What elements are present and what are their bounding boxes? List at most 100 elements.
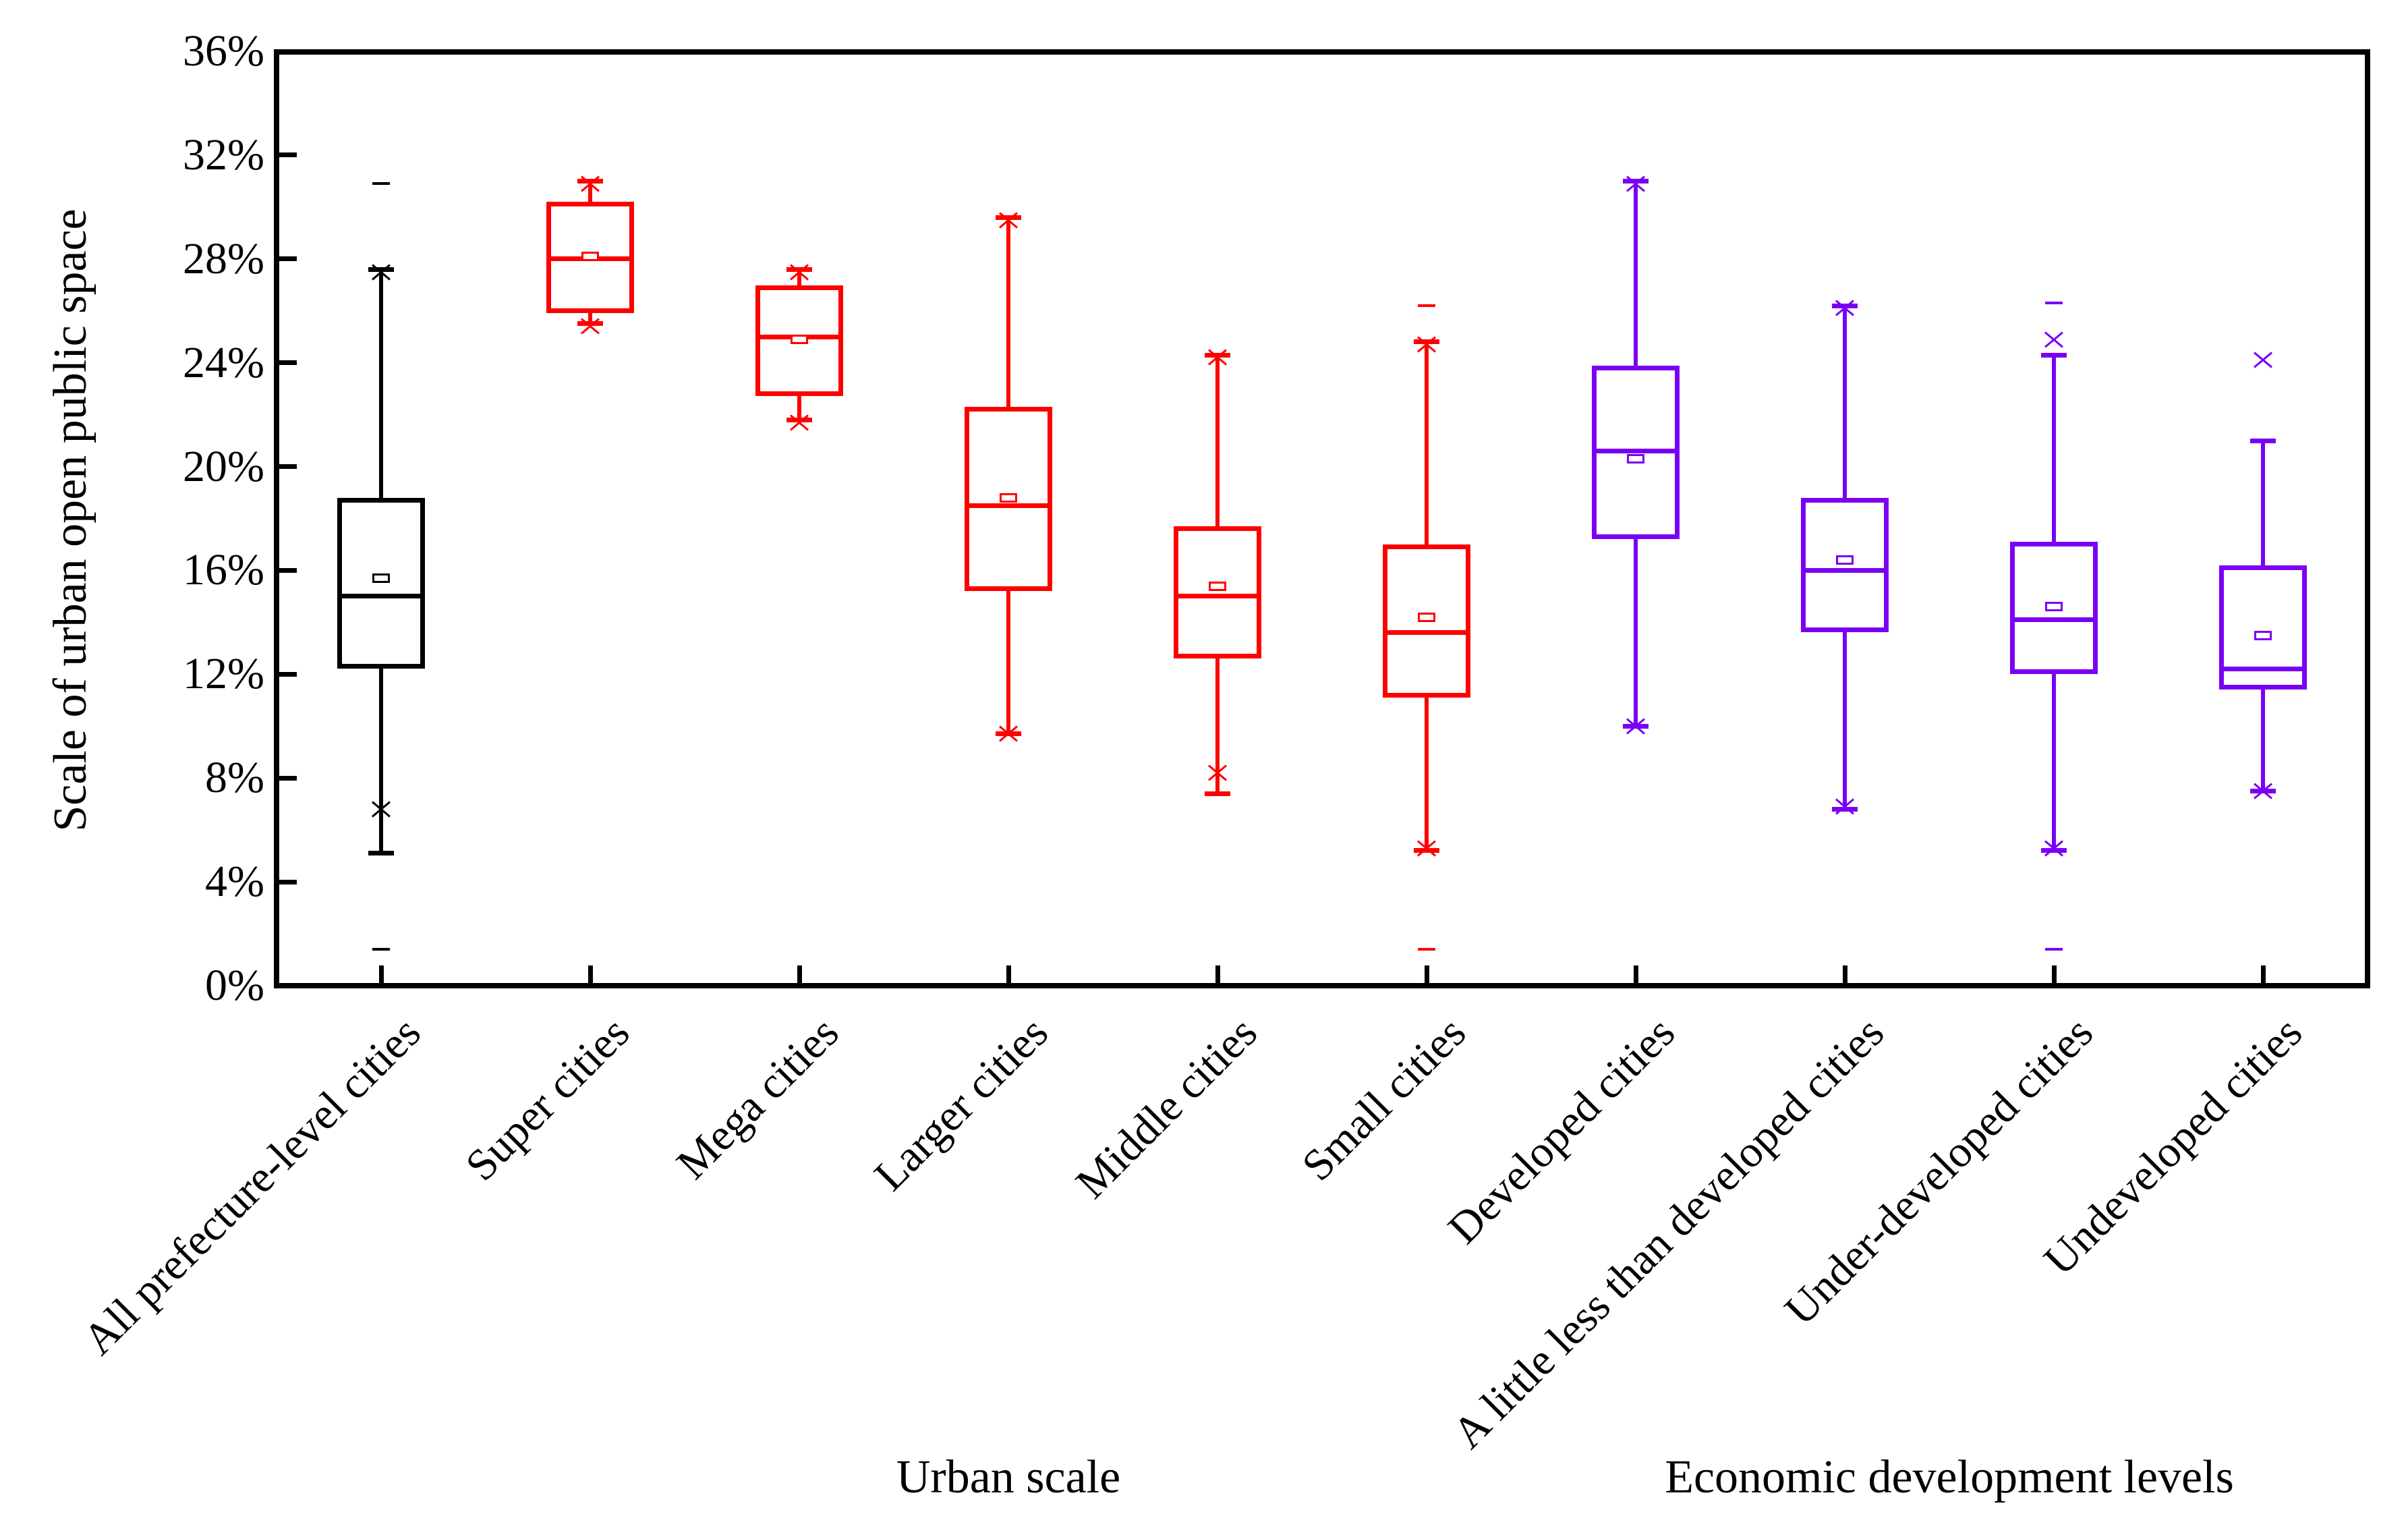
mean-marker-super-cities <box>581 251 599 261</box>
whisker-lower-under-developed-cities <box>2052 671 2056 851</box>
percentile99-marker-under-developed-cities <box>2042 328 2065 351</box>
mean-marker-larger-cities <box>1000 493 1017 503</box>
percentile99-marker-a-little-less-than-developed-cities <box>1833 297 1856 320</box>
percentile99-marker-larger-cities <box>997 208 1020 231</box>
median-line-larger-cities <box>965 503 1052 508</box>
mean-marker-undeveloped-cities <box>2254 630 2272 640</box>
x-tick-small-cities <box>1424 965 1429 983</box>
mean-marker-a-little-less-than-developed-cities <box>1836 555 1854 565</box>
whisker-upper-developed-cities <box>1634 181 1638 368</box>
max-dash-all-prefecture-level-cities <box>372 182 390 186</box>
box-undeveloped-cities <box>2219 565 2307 690</box>
percentile1-marker-undeveloped-cities <box>2252 779 2274 802</box>
whisker-cap-upper-all-prefecture-level-cities <box>368 266 394 272</box>
mean-marker-mega-cities <box>791 335 808 345</box>
box-under-developed-cities <box>2010 542 2098 674</box>
percentile99-marker-developed-cities <box>1624 172 1647 195</box>
y-tick-16 <box>279 567 297 573</box>
x-tick-mega-cities <box>797 965 802 983</box>
whisker-lower-larger-cities <box>1006 588 1010 734</box>
percentile1-marker-small-cities <box>1415 837 1438 860</box>
whisker-lower-small-cities <box>1425 695 1429 851</box>
x-tick-a-little-less-than-developed-cities <box>1842 965 1847 983</box>
x-axis-group-title-economic-development-levels: Economic development levels <box>1665 1451 2234 1503</box>
median-line-developed-cities <box>1592 448 1680 453</box>
x-category-label-small-cities: Small cities <box>1292 1007 1476 1191</box>
y-tick-label-12: 12% <box>183 649 264 699</box>
x-category-label-middle-cities: Middle cities <box>1066 1007 1267 1208</box>
x-category-label-a-little-less-than-developed-cities: A little less than developed cities <box>1443 1007 1894 1458</box>
whisker-cap-upper-larger-cities <box>996 215 1021 220</box>
y-tick-label-8: 8% <box>205 753 264 803</box>
median-line-undeveloped-cities <box>2219 667 2307 672</box>
x-category-label-mega-cities: Mega cities <box>667 1007 849 1189</box>
y-tick-label-28: 28% <box>183 233 264 283</box>
box-middle-cities <box>1174 526 1261 658</box>
whisker-upper-middle-cities <box>1215 355 1220 529</box>
y-tick-label-16: 16% <box>183 545 264 595</box>
min-dash-all-prefecture-level-cities <box>372 948 390 951</box>
x-category-label-larger-cities: Larger cities <box>865 1007 1058 1200</box>
max-dash-small-cities <box>1418 304 1435 308</box>
percentile1-marker-a-little-less-than-developed-cities <box>1833 795 1856 818</box>
percentile1-marker-larger-cities <box>997 723 1020 746</box>
y-tick-8 <box>279 775 297 781</box>
y-tick-label-32: 32% <box>183 130 264 179</box>
whisker-lower-mega-cities <box>797 393 801 420</box>
y-tick-12 <box>279 671 297 677</box>
percentile1-marker-super-cities <box>579 315 602 338</box>
whisker-upper-small-cities <box>1425 341 1429 547</box>
median-line-all-prefecture-level-cities <box>337 594 425 599</box>
whisker-lower-undeveloped-cities <box>2261 687 2265 791</box>
y-tick-label-20: 20% <box>183 441 264 491</box>
whisker-upper-super-cities <box>588 181 592 204</box>
whisker-cap-upper-under-developed-cities <box>2041 352 2067 358</box>
percentile1-marker-all-prefecture-level-cities <box>370 797 393 820</box>
whisker-lower-middle-cities <box>1215 656 1220 794</box>
percentile99-marker-small-cities <box>1415 333 1438 356</box>
whisker-upper-mega-cities <box>797 269 801 288</box>
mean-marker-under-developed-cities <box>2045 602 2063 612</box>
whisker-upper-undeveloped-cities <box>2261 441 2265 568</box>
y-tick-label-0: 0% <box>205 961 264 1010</box>
x-category-label-super-cities: Super cities <box>456 1007 639 1191</box>
x-tick-super-cities <box>587 965 593 983</box>
whisker-cap-lower-small-cities <box>1414 848 1439 853</box>
whisker-lower-super-cities <box>588 310 592 324</box>
whisker-upper-under-developed-cities <box>2052 355 2056 544</box>
box-all-prefecture-level-cities <box>337 498 425 669</box>
y-tick-label-24: 24% <box>183 337 264 387</box>
box-small-cities <box>1383 544 1470 698</box>
whisker-cap-upper-super-cities <box>577 178 603 184</box>
x-axis-group-title-urban-scale: Urban scale <box>896 1451 1121 1503</box>
y-tick-20 <box>279 464 297 470</box>
whisker-cap-lower-middle-cities <box>1205 791 1230 796</box>
mean-marker-all-prefecture-level-cities <box>372 573 390 583</box>
whisker-lower-a-little-less-than-developed-cities <box>1843 629 1847 810</box>
mean-marker-small-cities <box>1418 612 1435 622</box>
whisker-cap-lower-under-developed-cities <box>2041 848 2067 853</box>
x-tick-middle-cities <box>1215 965 1220 983</box>
x-tick-larger-cities <box>1006 965 1011 983</box>
median-line-middle-cities <box>1174 594 1261 599</box>
median-line-under-developed-cities <box>2010 617 2098 623</box>
whisker-cap-upper-developed-cities <box>1623 178 1649 184</box>
percentile99-marker-middle-cities <box>1206 346 1229 369</box>
percentile1-marker-under-developed-cities <box>2042 837 2065 860</box>
x-category-label-all-prefecture-level-cities: All prefecture-level cities <box>73 1007 430 1365</box>
whisker-cap-upper-undeveloped-cities <box>2250 438 2276 443</box>
median-line-small-cities <box>1383 630 1470 636</box>
mean-marker-developed-cities <box>1627 454 1644 464</box>
whisker-lower-developed-cities <box>1634 536 1638 727</box>
y-tick-label-4: 4% <box>205 857 264 907</box>
x-tick-under-developed-cities <box>2051 965 2057 983</box>
min-dash-small-cities <box>1418 948 1435 951</box>
y-tick-24 <box>279 360 297 366</box>
whisker-cap-lower-a-little-less-than-developed-cities <box>1832 806 1858 812</box>
percentile99-marker-undeveloped-cities <box>2252 349 2274 372</box>
percentile99-marker-all-prefecture-level-cities <box>370 260 393 283</box>
whisker-upper-all-prefecture-level-cities <box>379 269 383 501</box>
whisker-lower-all-prefecture-level-cities <box>379 666 383 853</box>
y-axis-title: Scale of urban open public space <box>45 208 96 832</box>
y-tick-4 <box>279 879 297 885</box>
